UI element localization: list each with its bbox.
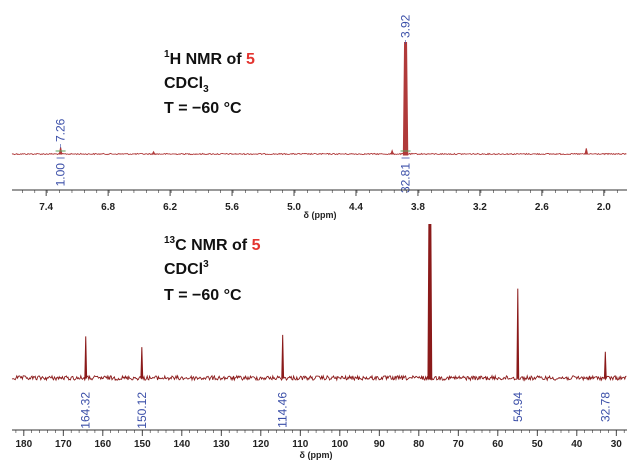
solvent-label: CDCl3: [164, 259, 209, 278]
spectrum-title: 13C NMR of 5: [164, 235, 261, 254]
spectrum-baseline: [11, 374, 627, 382]
spectrum-title-part: H NMR of: [170, 51, 246, 68]
x-axis-label: δ (ppm): [304, 210, 337, 220]
x-tick-label: 2.6: [535, 202, 549, 213]
x-tick-label: 5.0: [287, 202, 301, 213]
c-nmr-panel: 13C NMR of 5 CDCl3 T = −60 °C 164.32 150.12 1…: [11, 223, 627, 460]
x-tick-label: 110: [292, 439, 309, 450]
x-tick-label: 140: [173, 439, 190, 450]
x-tick-label: 40: [571, 439, 583, 450]
integral-value: 32.81: [399, 163, 413, 193]
spectrum-peak: [402, 41, 409, 156]
spectrum-peak: [281, 334, 285, 379]
spectrum-peak: [84, 336, 88, 379]
x-tick-label: 100: [331, 439, 348, 450]
x-tick-label: 7.4: [39, 202, 53, 213]
solvent-label-part: CDCl: [164, 261, 203, 278]
x-tick-label: 6.8: [101, 202, 115, 213]
x-tick-label: 3.8: [411, 202, 425, 213]
integral-value: 1.00: [54, 163, 68, 187]
x-tick-label: 80: [413, 439, 425, 450]
spectrum-peak: [390, 149, 395, 155]
spectrum-peak: [584, 148, 589, 155]
spectrum-baseline: [11, 152, 627, 156]
x-tick-label: 5.6: [225, 202, 239, 213]
x-tick-label: 70: [453, 439, 465, 450]
spectrum-peak: [140, 347, 144, 379]
spectrum-peak: [603, 351, 607, 379]
peak-label: 54.94: [511, 392, 525, 422]
spectrum-title-part: 13: [164, 235, 176, 246]
x-tick-label: 60: [492, 439, 504, 450]
x-tick-label: 50: [532, 439, 544, 450]
spectrum-title-part: 5: [246, 51, 255, 68]
solvent-label-part: 3: [203, 84, 209, 95]
spectrum-title-part: C NMR of: [175, 237, 251, 254]
solvent-label-part: 3: [203, 259, 209, 270]
x-tick-label: 120: [252, 439, 269, 450]
peak-label: 7.26: [54, 118, 68, 142]
spectrum-peak: [427, 223, 433, 380]
x-tick-label: 6.2: [163, 202, 177, 213]
spectrum-peak: [151, 150, 156, 155]
solvent-label: CDCl3: [164, 75, 209, 95]
x-tick-label: 4.4: [349, 202, 363, 213]
spectrum-title-part: 5: [252, 237, 261, 254]
x-tick-label: 170: [55, 439, 72, 450]
x-tick-label: 150: [134, 439, 151, 450]
solvent-label-part: CDCl: [164, 75, 203, 92]
x-tick-label: 90: [374, 439, 386, 450]
x-tick-label: 3.2: [473, 202, 487, 213]
peak-label: 114.46: [276, 392, 290, 428]
temperature-label: T = −60 °C: [164, 287, 242, 304]
x-tick-label: 160: [94, 439, 111, 450]
peak-label: 3.92: [399, 14, 413, 38]
spectrum-peak: [516, 288, 520, 379]
peak-label: 32.78: [598, 392, 612, 422]
temperature-label: T = −60 °C: [164, 100, 242, 117]
x-tick-label: 2.0: [597, 202, 611, 213]
peak-label: 164.32: [79, 392, 93, 429]
x-tick-label: 30: [611, 439, 623, 450]
x-tick-label: 130: [213, 439, 230, 450]
peak-label: 150.12: [135, 392, 149, 429]
x-tick-label: 180: [15, 439, 32, 450]
x-axis-label: δ (ppm): [300, 450, 333, 460]
spectrum-title-part: 1: [164, 49, 170, 60]
spectrum-title: 1H NMR of 5: [164, 49, 255, 68]
